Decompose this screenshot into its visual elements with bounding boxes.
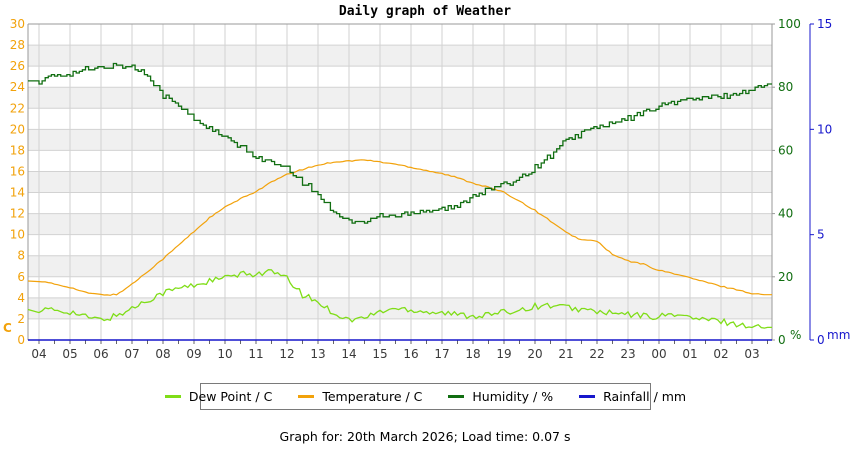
axis-tick-label: 02 [713,347,728,361]
axis-tick-label: 16 [403,347,418,361]
legend-label: Dew Point / C [188,389,273,404]
axis-tick-label: 13 [310,347,325,361]
axis-tick-label: 8 [17,249,25,263]
legend-item-dew-point-c: Dew Point / C [164,389,273,404]
axis-tick-label: 100 [778,17,801,31]
axis-tick-label: 22 [10,101,25,115]
plot-band [28,129,772,151]
axis-tick-label: 10 [217,347,232,361]
chart-title: Daily graph of Weather [338,4,512,19]
axis-tick-label: 14 [341,347,356,361]
axis-tick-label: 21 [558,347,573,361]
axis-tick-label: 23 [620,347,635,361]
axis-tick-label: 03 [744,347,759,361]
axis-tick-label: 20 [778,270,793,284]
axis-tick-label: 4 [17,291,25,305]
axis-tick-label: 5 [817,228,825,242]
legend: Dew Point / C Temperature / C Humidity / %… [164,383,686,410]
axis-tick-label: 26 [10,59,25,73]
axis-tick-label: 04 [31,347,46,361]
legend-swatch-rainfall-mm [579,395,596,398]
axis-tick-label: 18 [10,143,25,157]
axis-tick-label: 00 [651,347,666,361]
axis-tick-label: C [3,321,12,335]
axis-tick-label: 20 [527,347,542,361]
plot-band [28,87,772,109]
axis-tick-label: 17 [434,347,449,361]
plot-area: 024681012141618202224262830C020406080100… [3,17,850,361]
plot-band [28,171,772,193]
humidity-line [28,62,772,224]
axis-tick-label: 12 [10,207,25,221]
axis-tick-label: 0 [778,333,786,347]
axis-tick-label: 05 [62,347,77,361]
axis-tick-label: 20 [10,122,25,136]
axis-tick-label: 60 [778,143,793,157]
axis-tick-label: 80 [778,80,793,94]
plot-band [28,45,772,67]
axis-tick-label: 0 [817,333,825,347]
legend-swatch-temperature-c [298,395,315,398]
axis-tick-label: 28 [10,38,25,52]
legend-swatch-dew-point-c [164,395,181,398]
axis-tick-label: 12 [279,347,294,361]
axis-tick-label: 30 [10,17,25,31]
axis-tick-label: 6 [17,270,25,284]
legend-item-rainfall-mm: Rainfall / mm [579,389,686,404]
axis-tick-label: 16 [10,164,25,178]
dew-point-c-line [27,269,772,329]
axis-tick-label: 11 [248,347,263,361]
plot-band [28,213,772,235]
axis-tick-label: 01 [682,347,697,361]
axis-tick-label: 18 [465,347,480,361]
axis-tick-label: 22 [589,347,604,361]
temperature-c-line [27,159,772,296]
legend-item-humidity: Humidity / % [448,389,553,404]
axis-tick-label: 09 [186,347,201,361]
legend-swatch-humidity [448,395,465,398]
axis-tick-label: 08 [155,347,170,361]
axis-tick-label: 40 [778,207,793,221]
axis-tick-label: mm [827,328,850,342]
axis-tick-label: 0 [17,333,25,347]
axis-tick-label: % [790,328,801,342]
axis-tick-label: 15 [372,347,387,361]
footer-caption: Graph for: 20th March 2026; Load time: 0… [279,429,571,444]
axis-tick-label: 2 [17,312,25,326]
legend-label: Humidity / % [472,389,554,404]
legend-item-temperature-c: Temperature / C [298,389,422,404]
axis-tick-label: 15 [817,17,832,31]
axis-tick-label: 10 [10,228,25,242]
plot-band [28,255,772,277]
axis-tick-label: 24 [10,80,25,94]
legend-label: Rainfall / mm [603,389,687,404]
legend-label: Temperature / C [322,389,423,404]
axis-tick-label: 14 [10,186,25,200]
axis-tick-label: 19 [496,347,511,361]
axis-tick-label: 07 [124,347,139,361]
axis-tick-label: 06 [93,347,108,361]
axis-tick-label: 10 [817,122,832,136]
